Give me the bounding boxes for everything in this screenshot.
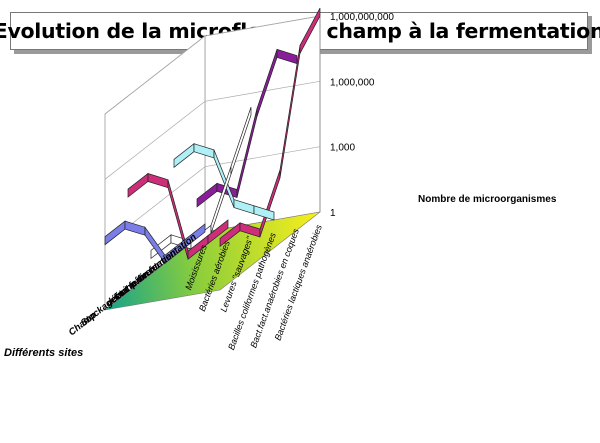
ribbon-4	[196, 48, 298, 208]
ribbon-0	[104, 220, 206, 265]
z-tick-label: 1,000,000,000	[330, 12, 394, 23]
z-axis-title: Nombre de microorganismes	[418, 194, 557, 205]
ribbon-segment-1-4	[207, 219, 229, 245]
ribbon-3	[173, 142, 275, 221]
ribbon-segment-4-4	[276, 48, 298, 65]
chart-ribbons	[104, 7, 321, 265]
ribbon-segment-2-4	[230, 106, 252, 175]
z-tick-label: 1	[330, 208, 336, 219]
gridline-1	[104, 146, 321, 245]
z-tick-label: 1,000	[330, 143, 355, 154]
ribbon-2	[150, 106, 252, 260]
ribbon-1	[127, 172, 229, 260]
ribbon-segment-3-4	[253, 205, 275, 221]
z-tick-label: 1,000,000	[330, 77, 375, 88]
ribbon-segment-5-4	[299, 7, 321, 54]
gridline-2	[104, 80, 321, 180]
ribbon-5	[219, 7, 321, 248]
x-axis-title: Différents sites	[4, 347, 83, 359]
gridline-3	[104, 15, 321, 115]
ribbon-segment-0-4	[184, 223, 206, 249]
